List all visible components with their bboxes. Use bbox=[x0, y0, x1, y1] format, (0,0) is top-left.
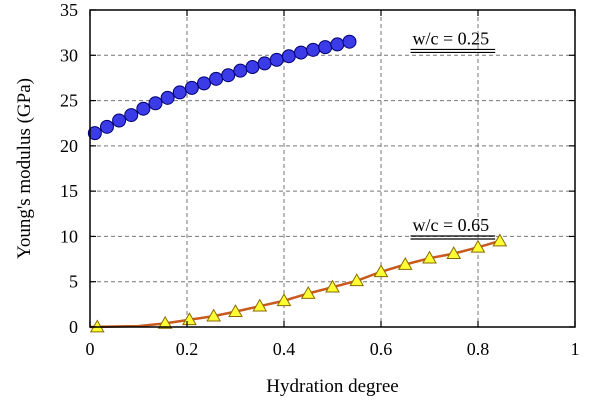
data-point-circle bbox=[172, 85, 187, 100]
data-point-triangle bbox=[325, 279, 340, 293]
data-point-circle bbox=[196, 76, 211, 91]
y-axis-label: Young's modulus (GPa) bbox=[14, 78, 35, 259]
data-point-triangle bbox=[89, 319, 105, 333]
data-point-circle bbox=[136, 101, 151, 116]
grid-lines bbox=[90, 10, 575, 327]
data-point-circle bbox=[269, 52, 284, 67]
y-tick-label: 15 bbox=[60, 181, 78, 201]
data-point-circle bbox=[184, 80, 199, 95]
data-point-circle bbox=[342, 34, 357, 49]
x-tick-label: 0.4 bbox=[273, 339, 296, 359]
data-point-triangle bbox=[300, 285, 316, 299]
data-point-circle bbox=[99, 119, 114, 134]
x-tick-label: 0.6 bbox=[370, 339, 393, 359]
series-annotation-label: w/c = 0.65 bbox=[413, 215, 490, 235]
annotations: w/c = 0.25 w/c = 0.65 bbox=[410, 28, 496, 240]
data-point-circle bbox=[124, 108, 139, 123]
data-point-circle bbox=[281, 49, 296, 64]
data-point-triangle bbox=[157, 315, 173, 329]
series-annotation-label: w/c = 0.25 bbox=[413, 28, 490, 48]
data-point-circle bbox=[330, 37, 345, 52]
series-layer bbox=[87, 34, 508, 333]
series-2 bbox=[89, 233, 508, 333]
data-point-circle bbox=[245, 60, 260, 75]
data-point-triangle bbox=[492, 233, 508, 247]
data-point-triangle bbox=[349, 273, 365, 287]
series-1 bbox=[87, 34, 357, 141]
data-point-triangle bbox=[228, 304, 243, 317]
data-point-triangle bbox=[422, 250, 437, 264]
x-tick-label: 0.8 bbox=[467, 339, 490, 359]
y-tick-label: 20 bbox=[60, 136, 78, 156]
x-axis-label: Hydration degree bbox=[266, 376, 398, 397]
data-point-triangle bbox=[397, 256, 413, 270]
x-tick-label: 1 bbox=[571, 339, 580, 359]
data-point-circle bbox=[233, 63, 248, 78]
data-point-triangle bbox=[373, 264, 389, 278]
data-point-circle bbox=[221, 68, 236, 83]
y-tick-label: 5 bbox=[69, 272, 78, 292]
data-point-triangle bbox=[182, 312, 197, 326]
x-tick-label: 0 bbox=[86, 339, 95, 359]
plot-frame bbox=[89, 9, 576, 328]
data-point-circle bbox=[257, 56, 272, 71]
y-tick-label: 30 bbox=[60, 45, 78, 65]
axis-ticks bbox=[89, 9, 576, 328]
data-point-circle bbox=[293, 45, 308, 60]
y-tick-label: 25 bbox=[60, 91, 78, 111]
x-tick-label: 0.2 bbox=[176, 339, 199, 359]
data-point-circle bbox=[87, 126, 102, 141]
data-point-circle bbox=[112, 113, 127, 128]
data-point-circle bbox=[160, 90, 175, 105]
data-point-triangle bbox=[470, 239, 486, 253]
y-tick-label: 10 bbox=[60, 226, 78, 246]
data-point-circle bbox=[148, 96, 163, 111]
data-point-triangle bbox=[276, 293, 292, 307]
data-point-triangle bbox=[446, 246, 462, 260]
series-line bbox=[89, 239, 501, 329]
data-point-circle bbox=[209, 71, 224, 86]
data-point-triangle bbox=[252, 298, 268, 312]
data-point-triangle bbox=[206, 308, 222, 322]
y-tick-label: 35 bbox=[60, 0, 78, 20]
y-tick-label: 0 bbox=[69, 317, 78, 337]
data-point-circle bbox=[318, 40, 333, 55]
data-point-circle bbox=[306, 42, 321, 57]
